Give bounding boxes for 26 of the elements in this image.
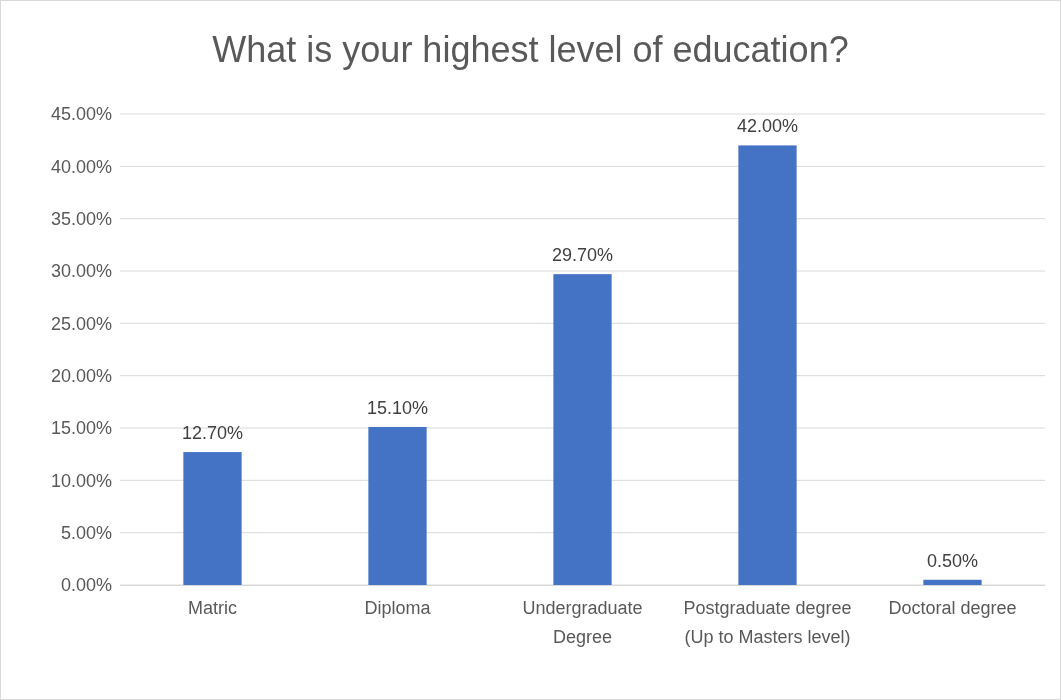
data-label: 29.70% [551,245,614,266]
y-tick-label: 30.00% [50,261,112,282]
data-label: 42.00% [736,116,799,137]
y-tick-label: 10.00% [50,470,112,491]
x-tick-label: Doctoral degree [888,597,1017,618]
y-tick-label: 15.00% [50,418,112,439]
data-label: 0.50% [926,550,979,571]
bar [738,145,797,585]
y-tick-label: 40.00% [50,156,112,177]
x-tick-label: Diploma [364,597,432,618]
x-tick-label: Postgraduate degree (Up to Masters level) [683,597,852,647]
data-label: 12.70% [181,423,244,444]
bar [368,426,427,585]
bar [553,274,612,585]
bar [923,579,982,585]
chart-title: What is your highest level of education? [212,29,849,70]
y-tick-label: 35.00% [50,208,112,229]
x-tick-label: Matric [188,597,237,618]
bar [183,452,242,585]
y-tick-label: 5.00% [60,522,112,543]
y-tick-label: 0.00% [60,575,112,596]
data-label: 15.10% [366,397,429,418]
y-tick-label: 20.00% [50,365,112,386]
y-tick-label: 25.00% [50,313,112,334]
y-tick-label: 45.00% [50,104,112,125]
x-tick-label: Undergraduate Degree [522,597,643,647]
